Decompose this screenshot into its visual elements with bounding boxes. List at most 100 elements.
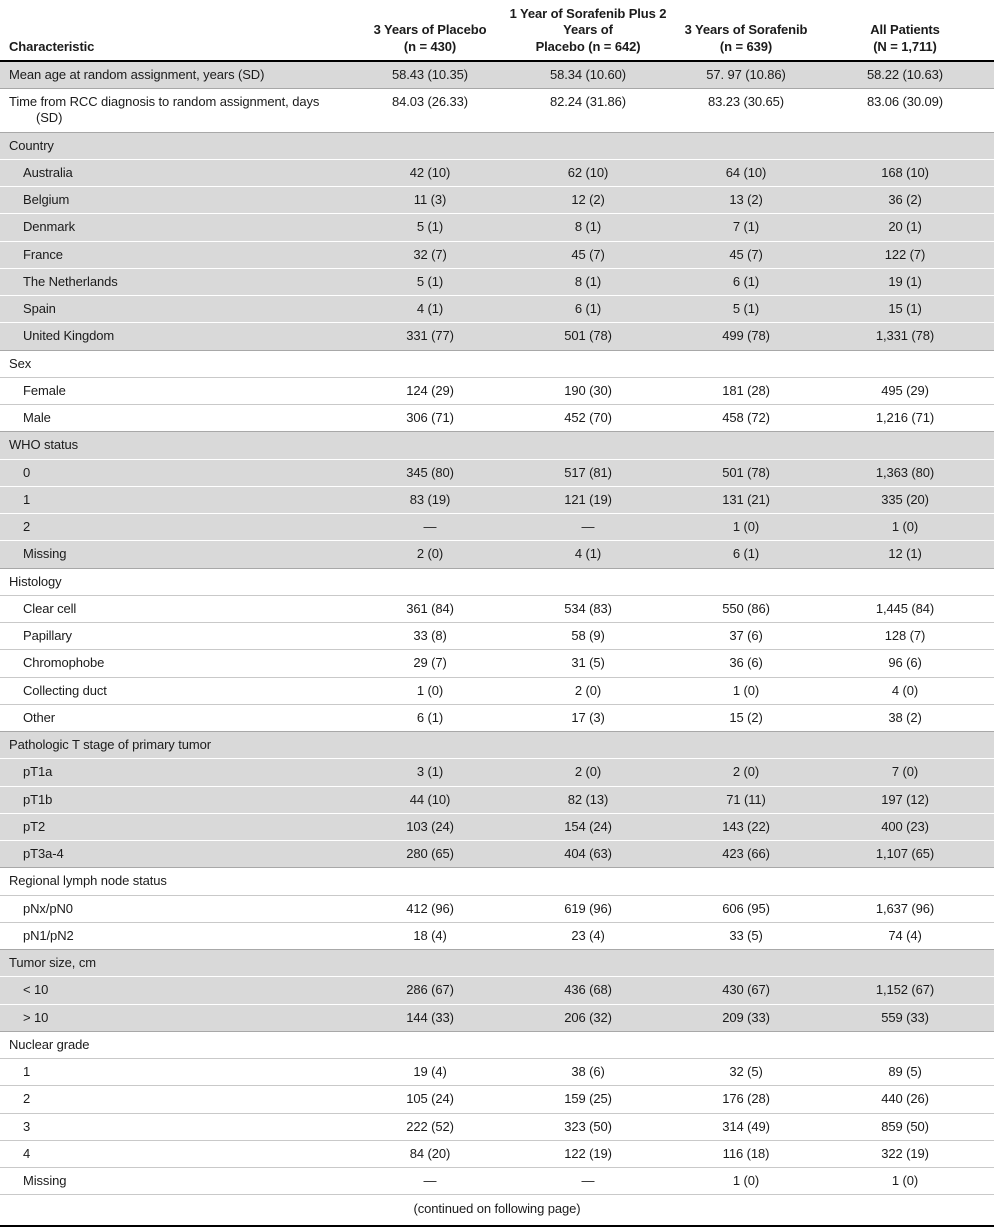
value-cell: 619 (96) xyxy=(564,900,612,916)
value-cell: 345 (80) xyxy=(406,464,454,480)
value-cell: — xyxy=(423,519,437,534)
value-cell: 176 (28) xyxy=(722,1091,770,1107)
section-header-row: Pathologic T stage of primary tumor xyxy=(0,731,994,759)
table-body: Mean age at random assignment, years (SD… xyxy=(0,60,994,1195)
value-cell: 501 (78) xyxy=(722,464,770,480)
value-cell: 5 (1) xyxy=(416,273,444,289)
table-row: Collecting duct 1 (0) 2 (0) 1 (0) 4 (0) xyxy=(0,677,994,705)
value-cell: 209 (33) xyxy=(722,1009,770,1025)
table-row: pT2 103 (24) 154 (24) 143 (22) 400 (23) xyxy=(0,813,994,841)
value-cell: 361 (84) xyxy=(406,600,454,616)
value-cell: 430 (67) xyxy=(722,982,770,998)
value-cell: 38 (2) xyxy=(888,709,922,725)
column-header: All Patients (N = 1,711) xyxy=(816,0,994,62)
value-cell: 499 (78) xyxy=(722,328,770,344)
row-label: Spain xyxy=(23,301,56,316)
value-cell: 400 (23) xyxy=(881,818,929,834)
value-cell: 144 (33) xyxy=(406,1009,454,1025)
section-header-label: WHO status xyxy=(9,437,79,453)
table-row: Papillary 33 (8) 58 (9) 37 (6) 128 (7) xyxy=(0,623,994,650)
value-cell: 105 (24) xyxy=(406,1091,454,1107)
table-row: Other 6 (1) 17 (3) 15 (2) 38 (2) xyxy=(0,704,994,732)
row-label: Papillary xyxy=(23,628,72,643)
table-row: Clear cell 361 (84) 534 (83) 550 (86) 1,445 … xyxy=(0,595,994,623)
value-cell: 859 (50) xyxy=(881,1118,929,1134)
value-cell: 436 (68) xyxy=(564,982,612,998)
section-header-label: Pathologic T stage of primary tumor xyxy=(9,737,211,752)
row-label: Collecting duct xyxy=(23,682,107,698)
value-cell: 82 (13) xyxy=(567,791,609,807)
table-row: 2 — — 1 (0) 1 (0) xyxy=(0,513,994,541)
row-label: Male xyxy=(23,410,51,425)
section-header-row: Nuclear grade xyxy=(0,1031,994,1059)
value-cell: 42 (10) xyxy=(409,164,451,180)
row-label: Time from RCC diagnosis to random assign… xyxy=(0,89,360,133)
value-cell: 45 (7) xyxy=(729,246,763,262)
value-cell: 4 (1) xyxy=(574,546,602,562)
value-cell: 58.22 (10.63) xyxy=(866,66,944,82)
value-cell: 82.24 (31.86) xyxy=(549,94,627,109)
row-label: 1 xyxy=(23,491,31,507)
row-label: Missing xyxy=(23,546,67,562)
section-header-label: Nuclear grade xyxy=(9,1036,90,1052)
value-cell: 116 (18) xyxy=(722,1145,770,1161)
value-cell: 96 (6) xyxy=(888,655,922,671)
value-cell: 6 (1) xyxy=(416,709,444,725)
table-continuation-note: (continued on following page) xyxy=(0,1194,994,1227)
value-cell: 1 (0) xyxy=(732,1173,760,1188)
row-label: pN1/pN2 xyxy=(23,927,74,943)
row-label: United Kingdom xyxy=(23,328,115,344)
table-row: Belgium 11 (3) 12 (2) 13 (2) 36 (2) xyxy=(0,186,994,214)
table-row: United Kingdom 331 (77) 501 (78) 499 (78) 1,… xyxy=(0,322,994,350)
value-cell: 122 (19) xyxy=(564,1145,612,1161)
table-row: Mean age at random assignment, years (SD… xyxy=(0,60,994,89)
value-cell: 58 (9) xyxy=(571,628,605,643)
value-cell: 36 (6) xyxy=(729,655,763,671)
value-cell: 1 (0) xyxy=(416,682,444,698)
value-cell: 550 (86) xyxy=(722,600,770,616)
table-row: Time from RCC diagnosis to random assign… xyxy=(0,89,994,133)
value-cell: 20 (1) xyxy=(888,219,922,235)
value-cell: 37 (6) xyxy=(729,628,763,643)
value-cell: 1,363 (80) xyxy=(875,464,935,480)
value-cell: 206 (32) xyxy=(564,1009,612,1025)
value-cell: 222 (52) xyxy=(406,1118,454,1134)
value-cell: 103 (24) xyxy=(406,818,454,834)
value-cell: 8 (1) xyxy=(574,219,602,235)
value-cell: 5 (1) xyxy=(732,301,760,316)
value-cell: 15 (1) xyxy=(888,301,922,316)
row-label: 2 xyxy=(23,519,31,534)
column-header: 3 Years of Sorafenib (n = 639) xyxy=(676,0,816,62)
value-cell: 322 (19) xyxy=(881,1145,929,1161)
row-label: Belgium xyxy=(23,192,70,207)
column-header-line: (n = 639) xyxy=(719,38,773,54)
value-cell: 323 (50) xyxy=(564,1118,612,1134)
table-row: < 10 286 (67) 436 (68) 430 (67) 1,152 (67) xyxy=(0,976,994,1004)
value-cell: 6 (1) xyxy=(732,273,760,289)
row-label: Clear cell xyxy=(23,600,77,616)
value-cell: 1,445 (84) xyxy=(875,600,935,616)
row-label: pNx/pN0 xyxy=(23,900,73,916)
table-row: > 10 144 (33) 206 (32) 209 (33) 559 (33) xyxy=(0,1004,994,1032)
value-cell: 6 (1) xyxy=(574,301,602,316)
row-label: pT1b xyxy=(23,791,53,807)
table-row: Chromophobe 29 (7) 31 (5) 36 (6) 96 (6) xyxy=(0,650,994,677)
value-cell: — xyxy=(581,1173,595,1188)
row-label: pT2 xyxy=(23,818,46,834)
row-label: Chromophobe xyxy=(23,655,105,671)
value-cell: 1,331 (78) xyxy=(875,328,935,344)
value-cell: 6 (1) xyxy=(732,546,760,562)
value-cell: 559 (33) xyxy=(881,1009,929,1025)
value-cell: 19 (4) xyxy=(413,1064,447,1079)
value-cell: 121 (19) xyxy=(564,491,612,507)
value-cell: 11 (3) xyxy=(413,192,447,207)
section-header-label: Tumor size, cm xyxy=(9,955,96,970)
value-cell: 29 (7) xyxy=(413,655,447,671)
value-cell: 7 (0) xyxy=(891,764,919,780)
value-cell: 38 (6) xyxy=(571,1064,605,1079)
column-header: 3 Years of Placebo (n = 430) xyxy=(360,0,500,62)
table-row: 0 345 (80) 517 (81) 501 (78) 1,363 (80) xyxy=(0,459,994,487)
column-header: 1 Year of Sorafenib Plus 2 Years of Place… xyxy=(500,0,676,62)
value-cell: 606 (95) xyxy=(722,900,770,916)
